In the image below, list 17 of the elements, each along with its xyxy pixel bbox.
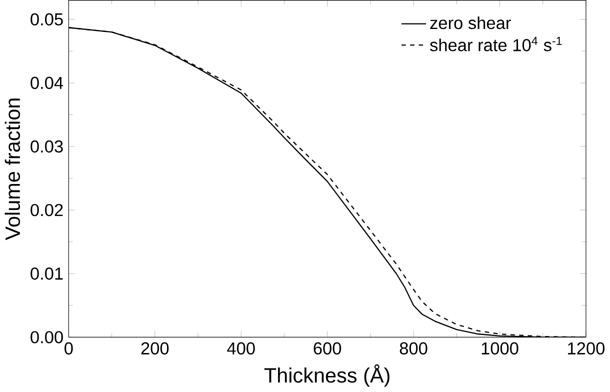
y-axis-title: Volume fraction [4, 98, 20, 240]
x-tick-label: 200 [141, 342, 169, 355]
x-tick-label: 600 [314, 342, 342, 355]
y-tick-label: 0.01 [30, 268, 63, 280]
x-tick-label: 1200 [568, 342, 605, 355]
x-tick-label: 400 [227, 342, 255, 355]
y-tick-label: 0.02 [30, 204, 63, 216]
x-tick-label: 0 [64, 342, 73, 355]
legend-label: shear rate 10$^{4}$ s$^{-1}$ [430, 37, 562, 52]
y-tick-label: 0.03 [30, 140, 63, 153]
x-tick-label: 800 [400, 342, 428, 355]
legend-label: zero shear [430, 16, 511, 30]
x-axis-title: Thickness (Å) [264, 364, 390, 387]
y-tick-label: 0.00 [30, 331, 63, 344]
y-tick-label: 0.04 [30, 76, 64, 90]
y-tick-label: 0.05 [30, 13, 63, 26]
x-tick-label: 1000 [482, 342, 518, 355]
